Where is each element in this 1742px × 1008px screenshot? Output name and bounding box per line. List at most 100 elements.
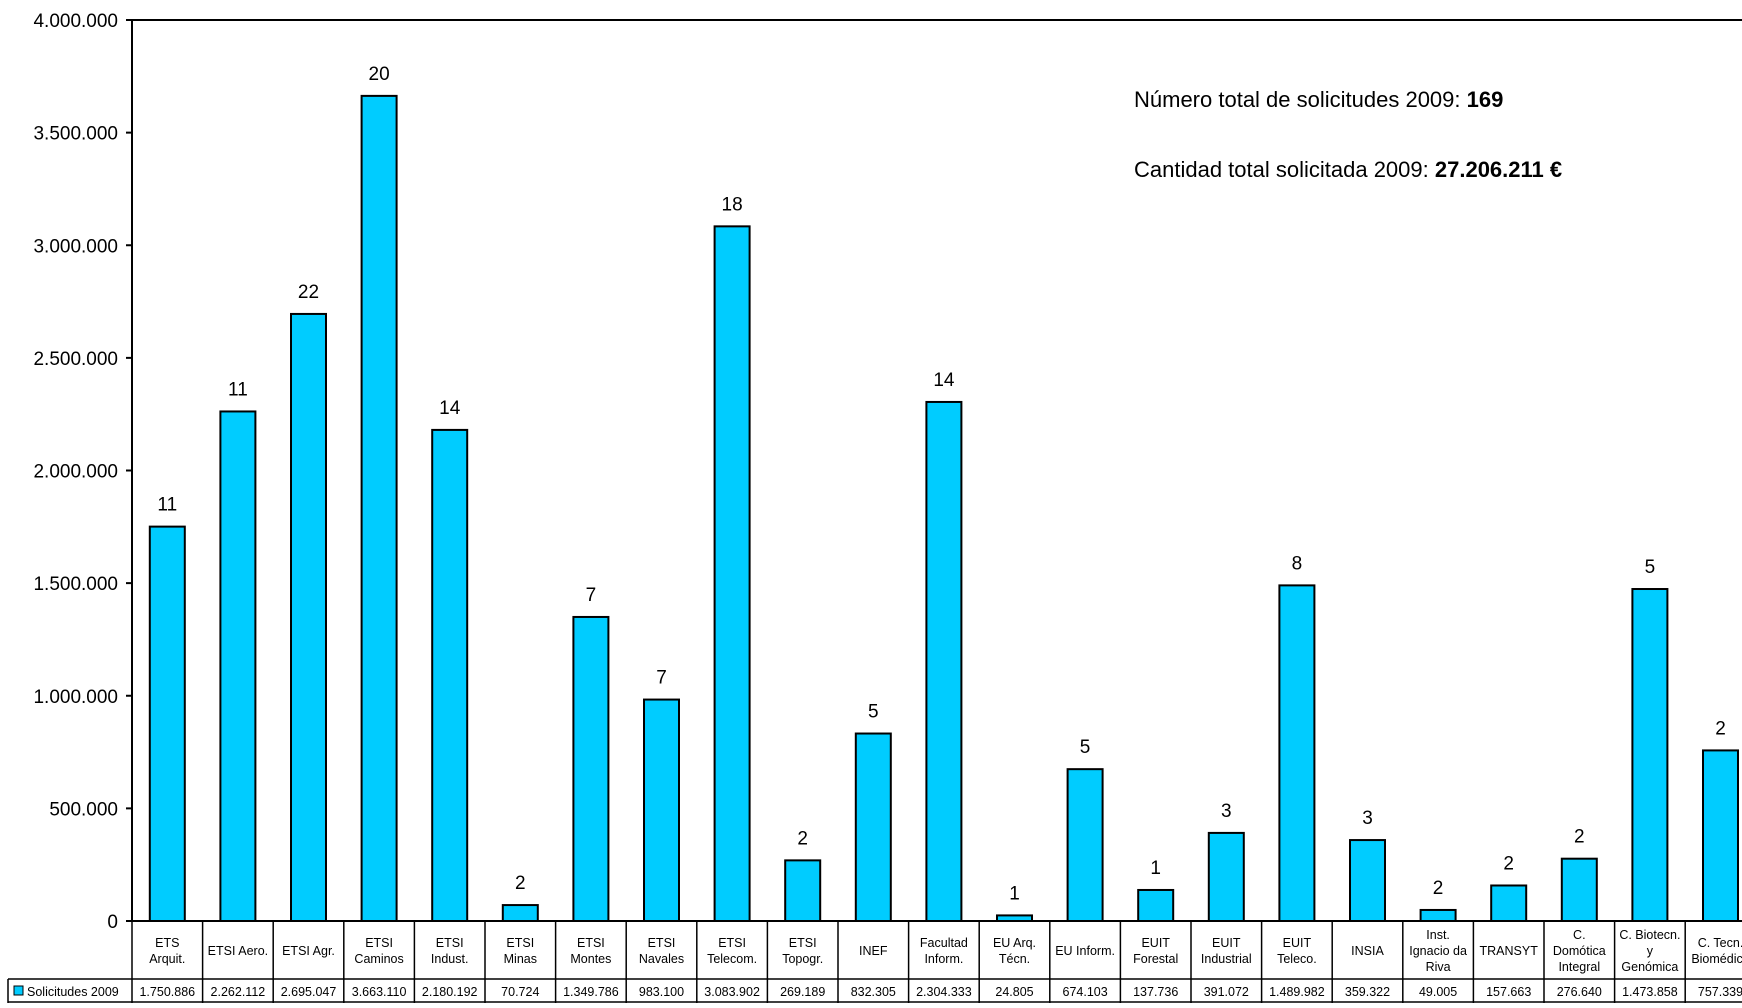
table-value-cell: 674.103 xyxy=(1063,985,1108,999)
category-label: ETSI Minas xyxy=(504,936,537,966)
bar xyxy=(925,400,963,923)
bar-count-label: 1 xyxy=(1009,883,1020,904)
bar-count-label: 5 xyxy=(1080,737,1091,758)
total-count-annotation: Número total de solicitudes 2009: 169 xyxy=(1134,87,1503,113)
table-value-cell: 276.640 xyxy=(1557,985,1602,999)
bar-count-label: 22 xyxy=(298,282,319,303)
total-count-value: 169 xyxy=(1466,87,1504,112)
bar xyxy=(431,428,469,922)
y-tick-label: 500.000 xyxy=(49,799,118,820)
category-label: C. Domótica Integral xyxy=(1553,928,1606,974)
total-count-label: Número total de solicitudes 2009: xyxy=(1134,87,1467,112)
bar xyxy=(1419,908,1457,922)
bar xyxy=(1066,768,1104,923)
y-tick-label: 1.000.000 xyxy=(33,687,118,708)
category-label: EUIT Industrial xyxy=(1201,936,1252,966)
bar xyxy=(784,859,822,922)
table-value-cell: 1.489.982 xyxy=(1269,985,1325,999)
y-tick-label: 4.000.000 xyxy=(33,11,118,32)
category-label: ETSI Navales xyxy=(639,936,684,966)
category-label: ETSI Aero. xyxy=(208,944,268,958)
bar-count-label: 2 xyxy=(1715,718,1726,739)
bar xyxy=(1137,888,1175,923)
table-value-cell: 391.072 xyxy=(1204,985,1249,999)
category-label: ETSI Topogr. xyxy=(782,936,823,966)
bar-count-label: 20 xyxy=(369,64,390,85)
table-value-cell: 832.305 xyxy=(851,985,896,999)
legend-key-swatch xyxy=(13,985,24,996)
y-tick-label: 2.000.000 xyxy=(33,462,118,483)
table-value-cell: 137.736 xyxy=(1133,985,1178,999)
bar xyxy=(501,904,539,922)
bar-count-label: 2 xyxy=(797,828,808,849)
category-label: INEF xyxy=(859,944,888,958)
table-value-cell: 2.180.192 xyxy=(422,985,478,999)
y-tick-label: 1.500.000 xyxy=(33,574,118,595)
table-value-cell: 1.473.858 xyxy=(1622,985,1678,999)
total-amount-annotation: Cantidad total solicitada 2009: 27.206.2… xyxy=(1134,157,1562,183)
bar-count-label: 5 xyxy=(1645,557,1656,578)
total-amount-value: 27.206.211 € xyxy=(1434,157,1563,182)
data-table: ETS Arquit. ETSI Aero. ETSI Agr. ETSI Caminos… xyxy=(7,920,1742,1003)
bar-count-label: 3 xyxy=(1362,808,1373,829)
bar-count-label: 7 xyxy=(586,585,597,606)
bar-count-label: 14 xyxy=(439,398,461,419)
bar-count-label: 1 xyxy=(1150,858,1161,879)
bars xyxy=(148,94,1739,923)
bar-count-label: 7 xyxy=(656,668,667,689)
category-label: ETS Arquit. xyxy=(149,936,185,966)
table-value-cell: 269.189 xyxy=(780,985,825,999)
bar-count-label: 2 xyxy=(1503,853,1514,874)
bar xyxy=(290,312,327,922)
bar-count-label: 8 xyxy=(1292,553,1303,574)
y-tick-label: 2.500.000 xyxy=(33,349,118,370)
table-value-cell: 3.083.902 xyxy=(704,985,760,999)
bar-count-label: 3 xyxy=(1221,801,1232,822)
category-label: EU Inform. xyxy=(1055,944,1115,958)
y-tick-label: 3.500.000 xyxy=(33,124,118,145)
category-label: C. Biotecn. y Genómica xyxy=(1619,928,1680,974)
table-value-cell: 157.663 xyxy=(1486,985,1531,999)
table-value-cell: 3.663.110 xyxy=(352,985,407,999)
category-label: ETSI Caminos xyxy=(354,936,403,966)
bar xyxy=(1278,584,1316,922)
bar-count-label: 2 xyxy=(515,873,526,894)
bar-count-label: 18 xyxy=(722,194,743,215)
total-amount-label: Cantidad total solicitada 2009: xyxy=(1134,157,1435,182)
table-value-cell: 24.805 xyxy=(995,985,1033,999)
bar xyxy=(643,698,680,922)
category-label: INSIA xyxy=(1351,944,1384,958)
bar xyxy=(1702,749,1739,922)
table-value-cell: 757.339 xyxy=(1698,985,1742,999)
bar xyxy=(360,94,398,923)
bar xyxy=(1490,884,1528,922)
bar xyxy=(854,732,892,923)
table-value-cell: 1.750.886 xyxy=(139,985,195,999)
bar xyxy=(713,225,751,922)
table-value-cell: 70.724 xyxy=(501,985,539,999)
category-label: ETSI Agr. xyxy=(282,944,335,958)
bar xyxy=(1560,857,1598,922)
y-tick-label: 3.000.000 xyxy=(33,236,118,257)
bar xyxy=(148,525,186,922)
category-label: EU Arq. Técn. xyxy=(993,936,1036,966)
bar xyxy=(572,615,610,922)
bar xyxy=(1207,831,1245,922)
table-value-cell: 2.262.112 xyxy=(211,985,266,999)
table-value-cell: 983.100 xyxy=(639,985,684,999)
bar-count-label: 5 xyxy=(868,702,879,723)
category-label: ETSI Montes xyxy=(570,936,611,966)
table-value-cell: 49.005 xyxy=(1419,985,1457,999)
table-value-cell: 2.695.047 xyxy=(281,985,337,999)
table-value-cell: 1.349.786 xyxy=(563,985,619,999)
bar-count-label: 2 xyxy=(1574,827,1585,848)
table-value-cell: 2.304.333 xyxy=(916,985,972,999)
bar-count-label: 2 xyxy=(1433,878,1444,899)
category-label: EUIT Teleco. xyxy=(1277,936,1317,966)
bar-count-label: 11 xyxy=(157,495,177,516)
category-label: ETSI Indust. xyxy=(431,936,469,966)
bar-count-label: 11 xyxy=(228,379,248,400)
